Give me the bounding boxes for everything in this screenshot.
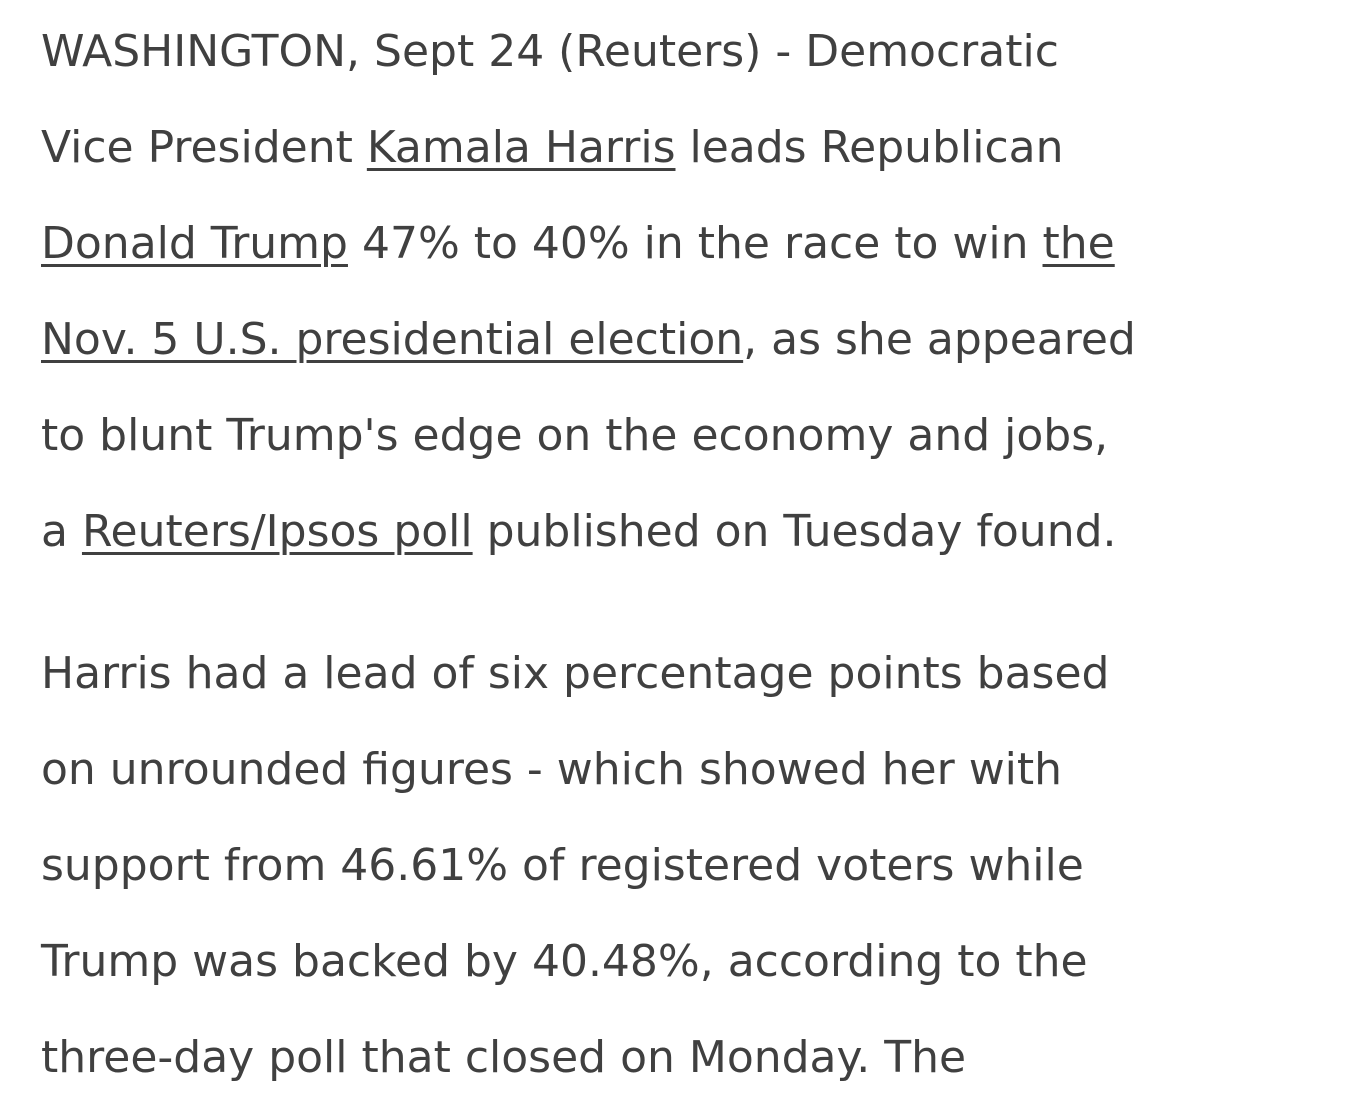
text-line: Nov. 5 U.S. presidential election, as sh… (41, 292, 1369, 388)
article-link[interactable]: Donald Trump (41, 218, 348, 269)
text-line: three-day poll that closed on Monday. Th… (41, 1010, 1369, 1106)
text-line: Donald Trump 47% to 40% in the race to w… (41, 196, 1369, 292)
text-line: to blunt Trump's edge on the economy and… (41, 388, 1369, 484)
article-link[interactable]: the (1042, 218, 1115, 269)
paragraph: Harris had a lead of six percentage poin… (41, 626, 1369, 1106)
paragraph: WASHINGTON, Sept 24 (Reuters) - Democrat… (41, 4, 1369, 580)
text-run: published on Tuesday found. (472, 506, 1117, 557)
text-run: , as she appeared (743, 314, 1136, 365)
text-run: Trump was backed by 40.48%, according to… (41, 936, 1088, 987)
text-line: a Reuters/Ipsos poll published on Tuesda… (41, 484, 1369, 580)
article-link[interactable]: Kamala Harris (366, 122, 676, 173)
text-run: Harris had a lead of six percentage poin… (41, 648, 1110, 699)
text-run: WASHINGTON, Sept 24 (Reuters) - Democrat… (41, 26, 1059, 77)
text-line: Trump was backed by 40.48%, according to… (41, 914, 1369, 1010)
text-line: support from 46.61% of registered voters… (41, 818, 1369, 914)
text-run: Vice President (41, 122, 367, 173)
article-link[interactable]: Nov. 5 U.S. presidential election (41, 314, 744, 365)
text-run: a (41, 506, 82, 557)
text-run: 47% to 40% in the race to win (347, 218, 1043, 269)
text-run: to blunt Trump's edge on the economy and… (41, 410, 1109, 461)
text-line: on unrounded figures - which showed her … (41, 722, 1369, 818)
text-run: leads Republican (675, 122, 1064, 173)
article-link[interactable]: Reuters/Ipsos poll (81, 506, 473, 557)
text-line: WASHINGTON, Sept 24 (Reuters) - Democrat… (41, 4, 1369, 100)
text-line: Harris had a lead of six percentage poin… (41, 626, 1369, 722)
text-run: on unrounded figures - which showed her … (41, 744, 1063, 795)
text-line: Vice President Kamala Harris leads Repub… (41, 100, 1369, 196)
text-run: support from 46.61% of registered voters… (41, 840, 1084, 891)
text-run: three-day poll that closed on Monday. Th… (41, 1032, 967, 1083)
